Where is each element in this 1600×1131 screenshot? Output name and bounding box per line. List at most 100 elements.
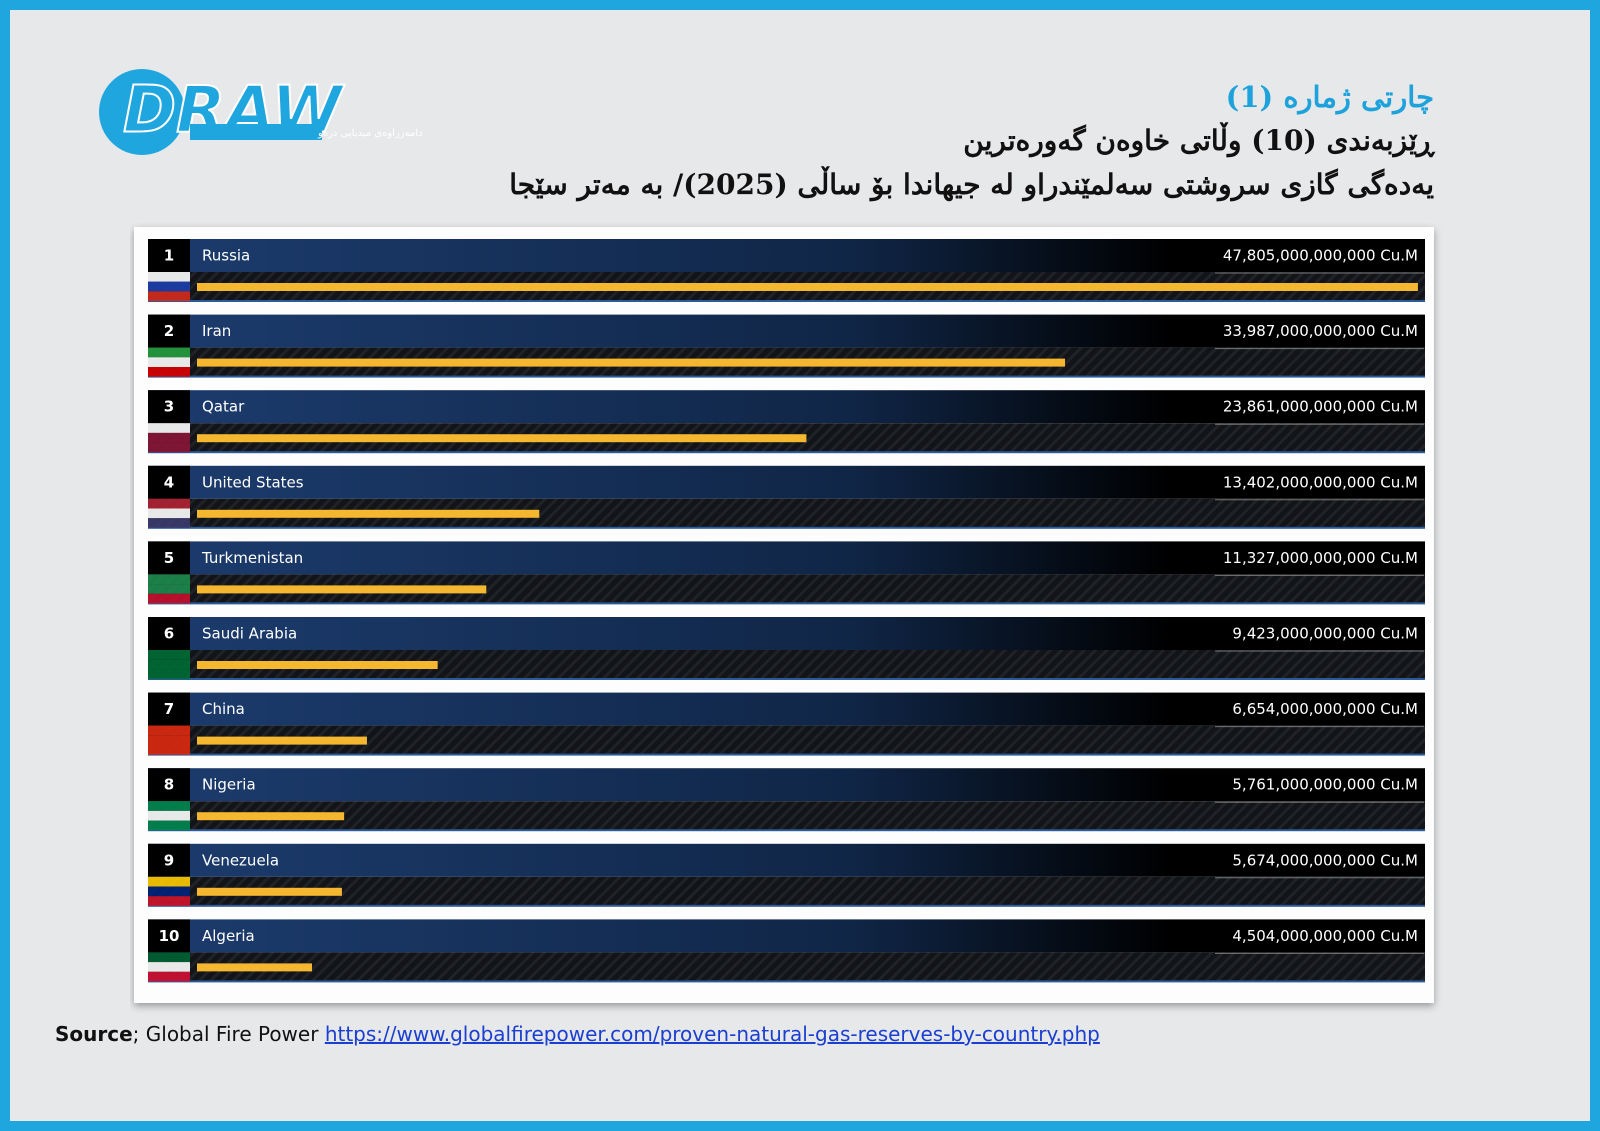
rank-box (148, 617, 190, 650)
flag (148, 650, 190, 660)
row-top (148, 314, 1425, 348)
flag (148, 498, 190, 509)
flag (148, 291, 190, 302)
rank-box (148, 239, 190, 272)
row-top (148, 390, 1425, 424)
value-label: 23,861,000,000,000 Cu.M (1223, 398, 1418, 416)
value-label: 5,761,000,000,000 Cu.M (1232, 776, 1418, 794)
bar (197, 509, 540, 518)
rank-box (148, 390, 190, 424)
country-name: Qatar (202, 398, 245, 416)
country-name: Venezuela (202, 851, 279, 869)
flag (148, 876, 190, 887)
value-label: 5,674,000,000,000 Cu.M (1232, 851, 1418, 869)
row-top (148, 843, 1425, 877)
row-top (148, 541, 1425, 575)
bar (197, 887, 342, 896)
row-top (148, 919, 1425, 953)
bar (197, 963, 313, 972)
row-edge (148, 375, 1425, 378)
logo-band (190, 124, 322, 140)
row-edge (148, 300, 1425, 302)
flag (148, 432, 190, 443)
row-edge (148, 526, 1425, 529)
row-edge (148, 829, 1425, 832)
country-name: United States (202, 473, 304, 491)
country-name: Iran (202, 322, 231, 340)
source-link[interactable]: https://www.globalfirepower.com/proven-n… (324, 1022, 1100, 1046)
row-edge (148, 904, 1425, 907)
source-label: Source (55, 1022, 133, 1046)
flag (148, 423, 190, 433)
value-label: 4,504,000,000,000 Cu.M (1232, 927, 1418, 945)
bar (197, 661, 438, 669)
row-top (148, 617, 1425, 650)
bar (197, 283, 1418, 291)
flag (148, 896, 190, 906)
logo-subtitle: دامەزراوەی میدیایی درەو (317, 128, 423, 139)
country-name: Nigeria (202, 776, 256, 794)
logo: DRAW دامەزراوەی میدیایی درەو (99, 69, 423, 155)
flag (148, 725, 190, 736)
value-label: 13,402,000,000,000 Cu.M (1223, 473, 1418, 491)
value-label: 47,805,000,000,000 Cu.M (1223, 247, 1418, 265)
flag (148, 347, 190, 358)
value-label: 33,987,000,000,000 Cu.M (1223, 322, 1418, 340)
rank: 6 (164, 625, 174, 643)
country-name: China (202, 700, 245, 718)
country-name: Saudi Arabia (202, 625, 297, 643)
flag (148, 508, 190, 519)
row-top (148, 239, 1425, 272)
flag (148, 367, 190, 377)
flag (148, 442, 190, 453)
row-edge (148, 753, 1425, 756)
rank: 7 (164, 700, 174, 718)
rank-box (148, 919, 190, 953)
flag (148, 659, 190, 670)
source-text: ; Global Fire Power (132, 1022, 325, 1046)
source: Source; Global Fire Power https://www.gl… (55, 1022, 1100, 1046)
row-bottom (148, 876, 1425, 906)
rank-box (148, 692, 190, 726)
value-label: 11,327,000,000,000 Cu.M (1223, 549, 1418, 567)
flag (148, 272, 190, 282)
row-edge (148, 602, 1425, 605)
rank: 5 (164, 549, 174, 567)
flag (148, 962, 190, 972)
rank: 10 (159, 927, 180, 945)
rank: 1 (164, 247, 174, 265)
row-edge (148, 980, 1425, 983)
flag (148, 584, 190, 594)
flag (148, 886, 190, 897)
rank-box (148, 768, 190, 802)
row-bottom (148, 801, 1425, 831)
flag (148, 801, 190, 811)
title-line: ڕێزبەندی (10) وڵاتی خاوەن گەورەترین (963, 124, 1434, 157)
title-line: یەدەگی گازی سروشتی سەلمێندراو لە جیهاندا… (509, 168, 1434, 201)
country-name: Algeria (202, 927, 255, 945)
flag (148, 971, 190, 982)
rank: 9 (164, 851, 174, 869)
chart: 1 Russia 47,805,000,000,000 Cu.M 2 Iran 33,98… (134, 227, 1434, 1003)
rank-box (148, 843, 190, 877)
value-label: 9,423,000,000,000 Cu.M (1232, 625, 1418, 643)
flag (148, 593, 190, 604)
row-top (148, 692, 1425, 726)
flag (148, 952, 190, 963)
value-label: 6,654,000,000,000 Cu.M (1232, 700, 1418, 718)
flag (148, 518, 190, 528)
bar (197, 736, 367, 745)
row-edge (148, 678, 1425, 680)
rank-box (148, 465, 190, 499)
bar (197, 812, 345, 821)
country-name: Turkmenistan (201, 549, 303, 567)
row-bottom (148, 952, 1425, 982)
rank: 3 (164, 398, 174, 416)
flag (148, 745, 190, 755)
row-top (148, 465, 1425, 499)
bar (197, 434, 807, 443)
flag (148, 281, 190, 292)
flag (148, 574, 190, 585)
bar (197, 358, 1066, 367)
flag (148, 357, 190, 367)
